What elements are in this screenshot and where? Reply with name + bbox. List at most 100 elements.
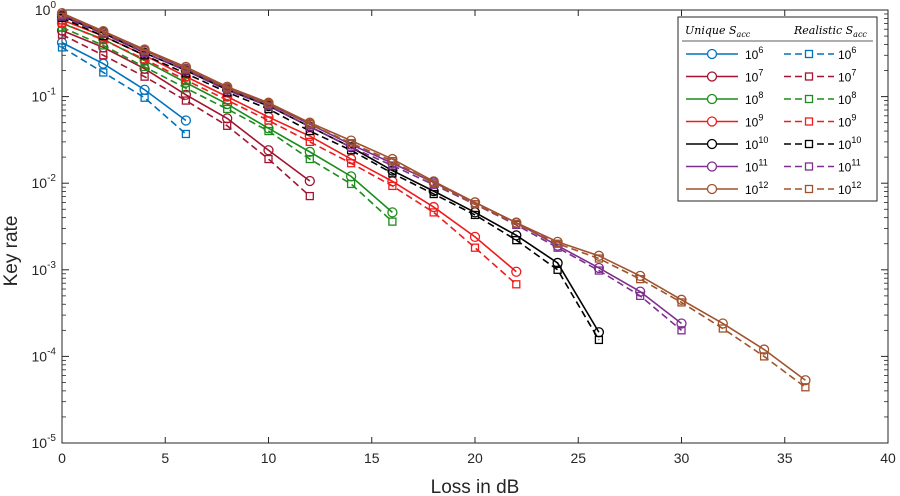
unique-point <box>263 97 274 108</box>
legend-realistic-label: 107 <box>838 68 856 85</box>
legend-exp: 6 <box>758 45 763 55</box>
legend-realistic-label: 1011 <box>838 158 861 175</box>
unique-point <box>222 113 233 124</box>
unique-point <box>56 7 68 19</box>
series-7 <box>56 25 315 201</box>
legend-base: 10 <box>745 48 759 62</box>
unique-point <box>635 286 646 297</box>
unique-point <box>345 153 357 165</box>
unique-point <box>345 135 357 146</box>
x-tick-label: 15 <box>364 450 380 466</box>
y-tick-label: 100 <box>35 0 57 18</box>
y-tick-base: 10 <box>32 348 48 364</box>
y-tick-exponent: -1 <box>47 87 56 98</box>
legend-unique-label: 106 <box>745 45 763 62</box>
legend-exp: 7 <box>758 68 763 78</box>
legend-exp: 10 <box>758 135 768 145</box>
unique-point <box>387 153 398 165</box>
unique-point <box>511 266 522 277</box>
unique-point <box>345 171 357 182</box>
legend-base: 10 <box>745 161 759 175</box>
legend-exp: 8 <box>851 90 856 100</box>
unique-line <box>61 29 311 182</box>
legend-base: 10 <box>745 93 759 107</box>
unique-point <box>180 89 192 100</box>
realistic-point <box>57 43 67 52</box>
y-tick-exponent: -5 <box>47 433 56 444</box>
legend-entry-7: 107 107 <box>686 68 856 85</box>
realistic-point <box>429 208 438 217</box>
x-tick-label: 20 <box>467 450 483 466</box>
realistic-point <box>512 235 521 245</box>
realistic-point <box>223 104 232 114</box>
x-tick-label: 30 <box>674 450 690 466</box>
legend-realistic-label: 1012 <box>838 180 861 197</box>
legend-col1-title: Unique Sacc <box>685 24 751 39</box>
unique-point <box>304 146 315 158</box>
realistic-point <box>181 129 191 139</box>
series-12 <box>56 7 811 392</box>
series-layer <box>56 7 811 392</box>
y-tick-base: 10 <box>32 175 48 191</box>
legend-realistic-marker <box>804 117 814 126</box>
realistic-point <box>140 62 149 72</box>
unique-point <box>635 270 646 282</box>
legend-col2-title-main: Realistic S <box>793 24 854 37</box>
legend-col2-title: Realistic Sacc <box>793 24 867 39</box>
legend-exp: 9 <box>851 113 856 123</box>
y-tick-exponent: -4 <box>47 346 56 357</box>
unique-point <box>263 145 274 156</box>
unique-point <box>304 117 315 128</box>
legend-exp: 10 <box>851 135 861 145</box>
legend-exp: 11 <box>758 158 767 168</box>
y-tick-label: 10-3 <box>32 260 57 278</box>
legend-unique-marker <box>706 116 718 127</box>
x-tick-label: 0 <box>58 450 66 466</box>
unique-point <box>800 375 811 386</box>
legend-realistic-label: 106 <box>838 45 856 62</box>
legend-realistic-label: 109 <box>838 113 856 130</box>
legend-unique-label: 1012 <box>745 180 768 197</box>
legend-unique-marker <box>706 161 718 172</box>
legend-base: 10 <box>838 161 852 175</box>
unique-point <box>593 262 605 274</box>
legend-unique-marker <box>706 183 718 195</box>
x-axis-label: Loss in dB <box>431 477 520 496</box>
realistic-point <box>264 154 273 164</box>
y-tick-base: 10 <box>35 2 51 18</box>
legend-unique-marker <box>706 138 718 150</box>
unique-point <box>180 61 192 73</box>
legend-col1-title-sub: acc <box>737 30 751 39</box>
y-tick-exponent: -2 <box>47 173 56 184</box>
legend-base: 10 <box>838 138 852 152</box>
realistic-line <box>61 22 517 285</box>
legend-unique-marker <box>706 48 718 60</box>
realistic-point <box>512 280 521 289</box>
legend-entry-8: 108 108 <box>686 90 856 107</box>
legend-base: 10 <box>745 138 759 152</box>
y-axis-label: Key rate <box>1 216 22 287</box>
unique-point <box>387 165 398 176</box>
unique-point <box>222 81 233 92</box>
realistic-point <box>801 383 810 392</box>
unique-point <box>593 250 605 261</box>
legend-base: 10 <box>838 183 852 197</box>
realistic-point <box>181 84 191 93</box>
y-tick-exponent: -3 <box>47 260 56 271</box>
unique-point <box>676 318 687 329</box>
unique-line <box>61 15 600 333</box>
realistic-line <box>61 46 187 135</box>
realistic-point <box>99 41 108 50</box>
x-tick-label: 35 <box>777 450 793 466</box>
legend-realistic-marker <box>804 162 814 171</box>
unique-point <box>552 236 563 248</box>
unique-point <box>469 197 481 208</box>
unique-point <box>139 44 150 55</box>
unique-point <box>180 77 192 88</box>
unique-line <box>61 41 187 122</box>
legend-realistic-marker <box>804 72 814 81</box>
realistic-line <box>61 15 683 331</box>
realistic-line <box>61 33 311 197</box>
realistic-point <box>388 181 397 191</box>
